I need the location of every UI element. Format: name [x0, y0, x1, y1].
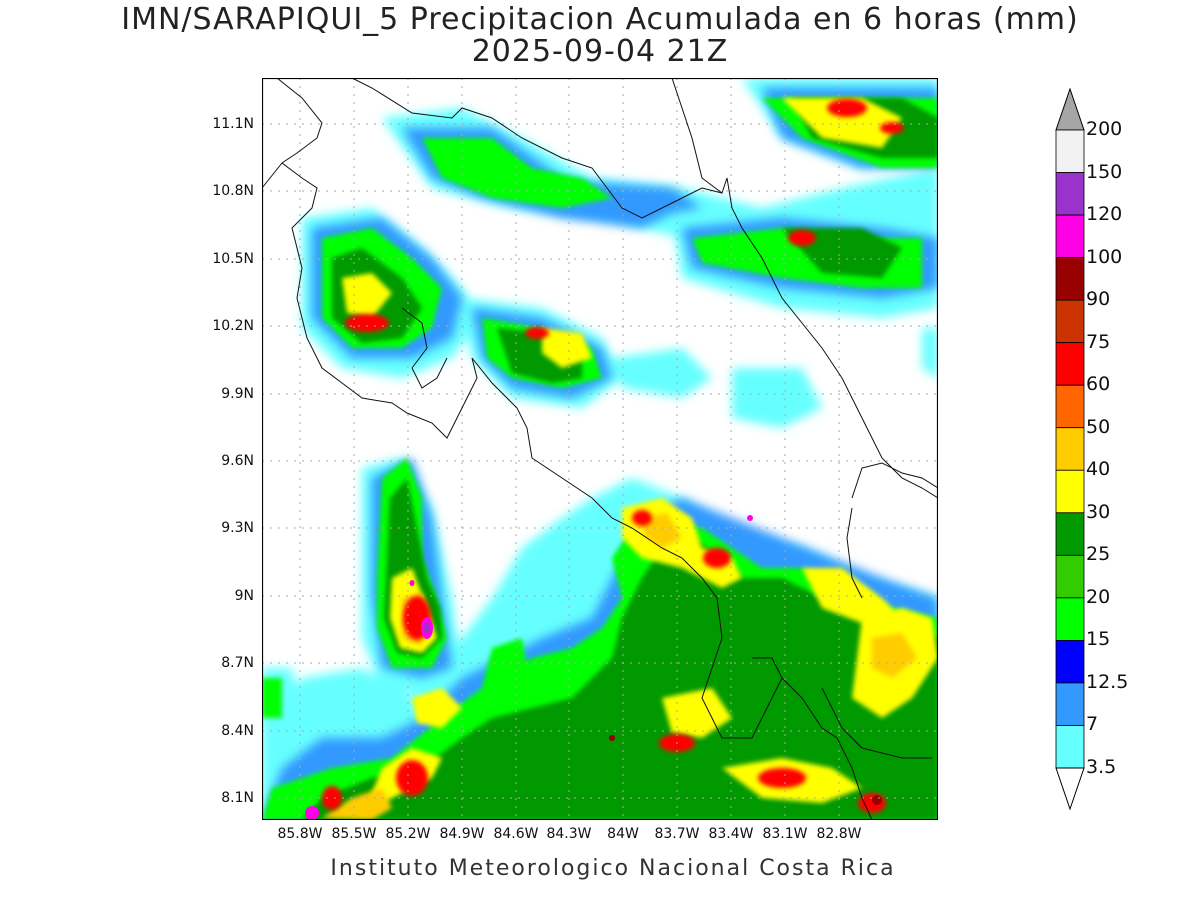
coastlines-borders [262, 78, 938, 820]
colorbar-top-triangle [1055, 88, 1085, 131]
precipitation-map [262, 78, 938, 820]
colorbar-cell [1055, 682, 1085, 726]
colorbar-label: 75 [1086, 330, 1111, 353]
colorbar-label: 3.5 [1086, 756, 1117, 778]
lon-tick-label: 85.8W [277, 826, 323, 842]
colorbar-cell [1055, 299, 1085, 344]
lon-tick-label: 84.9W [439, 826, 485, 842]
colorbar-cell [1055, 512, 1085, 556]
lon-tick-label: 82.8W [816, 826, 862, 842]
colorbar-cell [1055, 214, 1085, 258]
colorbar-cells [1055, 129, 1085, 769]
map-frame [262, 78, 938, 820]
colorbar-cell [1055, 469, 1085, 514]
colorbar-cell [1055, 725, 1085, 769]
colorbar-label: 100 [1086, 245, 1123, 268]
lon-tick-label: 84.3W [546, 826, 592, 842]
lon-tick-label: 83.7W [654, 826, 700, 842]
precip-layer [262, 78, 938, 820]
precip-band-60 [322, 99, 904, 813]
colorbar-cell [1055, 427, 1085, 471]
lon-tick-label: 85.2W [385, 826, 431, 842]
lon-tick-label: 84W [607, 826, 639, 842]
lat-tick-label: 8.1N [221, 790, 254, 806]
institution-credit: Instituto Meteorologico Nacional Costa R… [330, 856, 896, 881]
lon-tick-label: 83.1W [762, 826, 808, 842]
colorbar-label: 120 [1086, 203, 1123, 226]
lat-tick-label: 8.7N [221, 655, 254, 671]
colorbar-cell [1055, 172, 1085, 216]
colorbar-label: 200 [1086, 118, 1123, 140]
colorbar-bottom-triangle [1055, 767, 1085, 810]
map-datetime: 2025-09-04 21Z [471, 34, 729, 69]
colorbar-cell [1055, 640, 1085, 684]
colorbar-label: 12.5 [1086, 670, 1129, 693]
colorbar-label: 150 [1086, 160, 1123, 183]
colorbar-label: 20 [1086, 585, 1111, 608]
lat-tick-label: 10.2N [212, 318, 254, 334]
colorbar-label: 90 [1086, 288, 1111, 311]
lon-tick-label: 84.6W [493, 826, 539, 842]
lon-tick-label: 83.4W [708, 826, 754, 842]
lat-tick-label: 9.6N [221, 453, 254, 469]
colorbar-label: 40 [1086, 458, 1111, 481]
lat-tick-label: 10.5N [212, 251, 254, 267]
lat-tick-label: 9.3N [221, 520, 254, 536]
colorbar-label: 15 [1086, 628, 1111, 651]
lat-tick-label: 11.1N [212, 116, 254, 132]
colorbar-cell [1055, 554, 1085, 599]
lat-tick-label: 10.8N [212, 183, 254, 199]
colorbar-label: 25 [1086, 543, 1111, 566]
map-gridlines [262, 78, 938, 820]
precip-band-150 [305, 515, 753, 820]
colorbar-cell [1055, 384, 1085, 429]
colorbar-label: 60 [1086, 373, 1111, 396]
colorbar-cell [1055, 597, 1085, 641]
colorbar-cell [1055, 342, 1085, 386]
colorbar-label: 7 [1086, 713, 1099, 736]
map-title: IMN/SARAPIQUI_5 Precipitacion Acumulada … [121, 2, 1079, 37]
lat-tick-label: 9.9N [221, 386, 254, 402]
colorbar-label: 30 [1086, 500, 1111, 523]
lon-tick-label: 85.5W [331, 826, 377, 842]
colorbar [1055, 88, 1085, 810]
colorbar-cell [1055, 257, 1085, 301]
colorbar-cell [1055, 129, 1085, 173]
colorbar-label: 50 [1086, 415, 1111, 438]
lat-tick-label: 9N [234, 588, 254, 604]
lat-tick-label: 8.4N [221, 723, 254, 739]
